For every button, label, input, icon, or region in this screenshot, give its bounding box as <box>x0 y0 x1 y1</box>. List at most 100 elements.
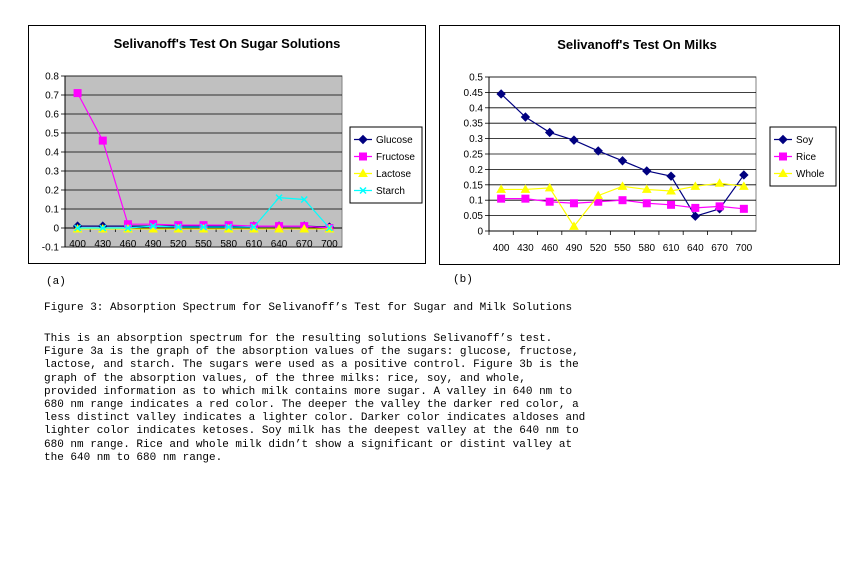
chart1-series-starch-point <box>275 194 283 202</box>
panel-label-a: (a) <box>46 276 66 288</box>
chart2-series-soy-point <box>520 112 531 122</box>
chart1-x-tick-label: 610 <box>246 239 263 250</box>
chart2-series-soy-point <box>666 171 676 181</box>
chart1-series-starch-point <box>124 224 132 232</box>
body-line: the 640 nm to 680 nm range. <box>44 451 223 464</box>
chart1-series-starch-point <box>225 223 233 231</box>
chart1-y-tick-label: 0.5 <box>45 129 59 140</box>
chart2-x-tick-label: 520 <box>590 243 607 254</box>
chart1-y-tick-label: 0 <box>53 224 59 235</box>
chart1-x-tick-label: 580 <box>220 239 237 250</box>
chart2-series-whole-point <box>544 182 555 192</box>
chart2-x-tick-label: 670 <box>711 243 728 254</box>
body-line: 680 nm range indicates a red color. The … <box>44 399 579 412</box>
chart2-series-rice-point <box>739 204 748 213</box>
chart1-series-starch-point <box>99 224 107 232</box>
chart2-x-tick-label: 490 <box>566 243 583 254</box>
chart1-y-tick-label: -0.1 <box>42 243 60 254</box>
milks-chart-svg: Selivanoff's Test On Milks 0 0.05 0.1 0.15 0.… <box>464 37 837 254</box>
chart2-legend-rice-marker <box>779 152 787 161</box>
chart1-series-fructose-point <box>73 89 82 98</box>
chart1-series-starch-point <box>174 223 182 231</box>
chart2-y-tick-label: 0.25 <box>464 150 484 161</box>
chart1-series-starch-point <box>74 224 82 232</box>
chart2-x-tick-label: 460 <box>541 243 558 254</box>
chart1-series-starch-point <box>199 223 208 231</box>
chart2-legend-soy-marker <box>778 134 788 145</box>
chart2-x-tick-label: 640 <box>687 243 704 254</box>
body-line: 680 nm range. Rice and whole milk didn’t… <box>44 438 573 451</box>
chart1-legend-lactose-marker <box>358 168 368 177</box>
chart2-series-rice-point <box>521 194 530 203</box>
chart2-series-soy-point <box>569 135 579 145</box>
chart1-series-starch-point <box>149 222 157 230</box>
chart1-x-tick-label: 460 <box>120 239 137 250</box>
chart2-y-tick-label: 0.3 <box>469 134 483 145</box>
chart2-series-whole-point <box>739 181 749 190</box>
chart1-series-lactose-point <box>274 223 284 233</box>
chart2-series-soy-point <box>739 170 749 180</box>
chart2-y-tick-label: 0.1 <box>469 196 483 207</box>
chart1-series-starch-point <box>300 195 308 204</box>
chart2-y-tick-label: 0.4 <box>469 103 483 114</box>
chart1-plot-area <box>64 75 343 248</box>
chart1-legend-fructose-label: Fructose <box>376 152 415 163</box>
chart1-y-tick-label: 0.4 <box>45 148 59 159</box>
figure-caption: Figure 3: Absorption Spectrum for Seliva… <box>44 302 573 314</box>
chart2-series-rice-point <box>569 199 578 208</box>
chart2-y-tick-label: 0.2 <box>469 165 483 176</box>
chart2-series-rice-point <box>667 200 676 209</box>
chart1-legend-starch-label: Starch <box>376 186 405 197</box>
chart1-legend-lactose-label: Lactose <box>376 169 411 180</box>
chart2-series-soy-point <box>593 146 603 156</box>
chart2-y-tick-label: 0.5 <box>469 73 483 84</box>
chart2-series-whole-point <box>496 184 506 193</box>
chart2-series-rice-point <box>691 203 700 212</box>
panel-label-b: (b) <box>453 274 473 286</box>
chart1-x-tick-label: 520 <box>170 239 187 250</box>
chart2-series-whole-point <box>593 190 604 200</box>
chart1-x-tick-label: 430 <box>94 239 111 250</box>
chart1-x-tick-label: 640 <box>271 239 288 250</box>
body-line: lactose, and starch. The sugars were use… <box>44 359 579 372</box>
chart2-x-tick-label: 610 <box>663 243 680 254</box>
chart2-series-whole-point <box>569 221 579 230</box>
chart2-series-whole-point <box>617 181 628 190</box>
chart2-legend-whole-label: Whole <box>796 169 825 180</box>
chart2-x-tick-label: 580 <box>638 243 655 254</box>
body-line: less distinct valley indicates a lighter… <box>44 412 586 425</box>
chart1-legend-glucose-marker <box>358 134 368 145</box>
chart1-x-tick-label: 400 <box>69 239 86 250</box>
chart1-series-lactose-point <box>299 223 310 233</box>
body-line: This is an absorption spectrum for the r… <box>44 333 553 345</box>
chart2-series-rice-point <box>715 202 724 211</box>
chart2-legend-rice-label: Rice <box>796 152 816 163</box>
chart1-y-tick-label: 0.1 <box>45 205 59 216</box>
body-line: lighter color indicates ketoses. Soy mil… <box>44 425 579 438</box>
body-line: Figure 3a is the graph of the absorption… <box>44 346 579 359</box>
chart2-x-tick-label: 400 <box>493 243 510 254</box>
chart2-series-whole-point <box>520 184 531 193</box>
chart2-series-soy-point <box>690 211 701 221</box>
chart2-y-tick-label: 0.05 <box>464 211 484 222</box>
chart2-y-tick-label: 0.45 <box>464 88 484 99</box>
chart1-legend-fructose-marker <box>359 152 367 161</box>
body-line: graph of the absorption values, of the t… <box>44 372 526 385</box>
chart2-series-rice-point <box>642 199 651 208</box>
chart1-y-tick-label: 0.3 <box>45 167 59 178</box>
chart2-x-tick-label: 700 <box>736 243 753 254</box>
chart2-series-rice-point <box>497 194 506 203</box>
chart2-title: Selivanoff's Test On Milks <box>557 37 717 52</box>
chart2-series-whole-point <box>690 181 701 190</box>
chart2-y-tick-label: 0.15 <box>464 180 484 191</box>
chart1-legend-starch-marker <box>359 186 367 195</box>
sugar-solutions-chart: Selivanoff's Test On Sugar Solutions -0.1… <box>28 25 426 264</box>
chart2-series-whole-point <box>641 184 652 193</box>
chart1-y-tick-label: 0.8 <box>45 72 59 83</box>
body-line: provided information as to which milk co… <box>44 385 573 398</box>
chart2-x-tick-label: 550 <box>614 243 631 254</box>
chart1-legend-glucose-label: Glucose <box>376 135 413 146</box>
chart2-y-tick-label: 0 <box>477 227 483 238</box>
chart1-x-tick-label: 490 <box>145 239 162 250</box>
chart2-series-whole-point <box>714 178 725 187</box>
